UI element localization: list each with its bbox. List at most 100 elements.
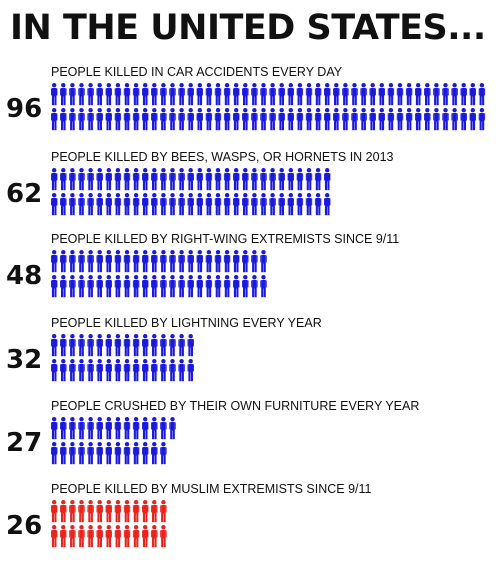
person-icon: [196, 168, 203, 191]
person-icon: [169, 108, 176, 131]
value-label: 26: [6, 511, 43, 541]
person-icon: [132, 250, 140, 273]
person-icon: [87, 334, 94, 357]
person-icon: [132, 193, 140, 216]
person-icon: [214, 193, 222, 216]
person-icon: [196, 108, 203, 131]
person-icon: [151, 250, 158, 273]
person-icon: [342, 83, 349, 106]
person-icon: [278, 168, 285, 191]
person-icon: [51, 83, 58, 106]
person-icon: [287, 193, 294, 216]
chart-row: PEOPLE KILLED BY RIGHT-WING EXTREMISTS S…: [0, 232, 500, 312]
person-icon: [187, 250, 194, 273]
person-icon: [205, 83, 213, 106]
value-label: 62: [6, 179, 43, 209]
person-icon: [142, 334, 149, 357]
person-icon: [51, 275, 58, 298]
person-icon: [442, 108, 449, 131]
person-icon: [205, 108, 213, 131]
person-icon: [123, 193, 131, 216]
person-icon: [87, 442, 94, 465]
person-icon: [151, 417, 158, 440]
person-icon: [51, 442, 58, 465]
person-icon: [223, 108, 231, 131]
person-icon: [178, 275, 185, 298]
person-icon: [160, 500, 167, 523]
person-icon: [469, 108, 476, 131]
person-icon: [78, 442, 85, 465]
person-icon: [142, 275, 149, 298]
person-icon: [60, 334, 67, 357]
person-icon: [51, 250, 58, 273]
person-icon-group: [51, 500, 170, 549]
person-icon: [114, 275, 122, 298]
person-icon: [78, 250, 85, 273]
person-icon: [87, 168, 94, 191]
person-icon: [305, 108, 313, 131]
person-icon: [287, 83, 294, 106]
person-icon: [69, 193, 76, 216]
person-icon: [223, 193, 231, 216]
person-icon: [60, 168, 67, 191]
person-icon: [478, 108, 486, 131]
person-icon: [415, 108, 422, 131]
person-icon: [314, 108, 322, 131]
person-icon: [105, 525, 112, 548]
person-icon: [296, 83, 304, 106]
person-icon: [178, 168, 185, 191]
person-icon: [251, 275, 258, 298]
person-icon: [160, 250, 167, 273]
person-icon: [415, 83, 422, 106]
person-icon: [278, 83, 285, 106]
person-icon: [69, 334, 76, 357]
person-icon: [360, 83, 367, 106]
person-icon: [160, 525, 167, 548]
person-icon: [151, 108, 158, 131]
person-icon: [132, 442, 140, 465]
person-icon: [169, 193, 176, 216]
person-icon: [296, 193, 304, 216]
person-icon: [60, 193, 67, 216]
person-icon: [160, 168, 167, 191]
person-icon: [287, 168, 294, 191]
person-icon: [96, 193, 103, 216]
person-icon: [114, 83, 122, 106]
person-icon: [51, 525, 58, 548]
person-icon: [424, 83, 431, 106]
person-icon-group: [51, 83, 488, 132]
person-icon: [178, 334, 185, 357]
person-icon: [60, 250, 67, 273]
person-icon: [96, 442, 103, 465]
person-icon: [105, 275, 112, 298]
person-icon: [96, 168, 103, 191]
person-icon: [78, 417, 85, 440]
person-icon: [123, 334, 131, 357]
chart-row: PEOPLE KILLED IN CAR ACCIDENTS EVERY DAY…: [0, 65, 500, 145]
person-icon: [260, 250, 267, 273]
person-icon: [87, 500, 94, 523]
person-icon: [151, 359, 158, 382]
person-icon: [169, 334, 176, 357]
person-icon: [132, 417, 140, 440]
person-icon: [78, 359, 85, 382]
person-icon: [87, 108, 94, 131]
person-icon: [114, 442, 122, 465]
person-icon: [132, 500, 140, 523]
person-icon: [60, 442, 67, 465]
person-icon: [260, 108, 267, 131]
person-icon: [160, 334, 167, 357]
person-icon: [151, 525, 158, 548]
person-icon: [169, 359, 176, 382]
person-icon: [60, 417, 67, 440]
person-icon: [160, 417, 167, 440]
person-icon-group: [51, 334, 197, 383]
person-icon: [132, 168, 140, 191]
person-icon: [251, 83, 258, 106]
person-icon: [105, 417, 112, 440]
person-icon: [333, 83, 340, 106]
person-icon: [60, 525, 67, 548]
person-icon: [378, 83, 385, 106]
person-icon: [433, 83, 440, 106]
person-icon: [132, 359, 140, 382]
